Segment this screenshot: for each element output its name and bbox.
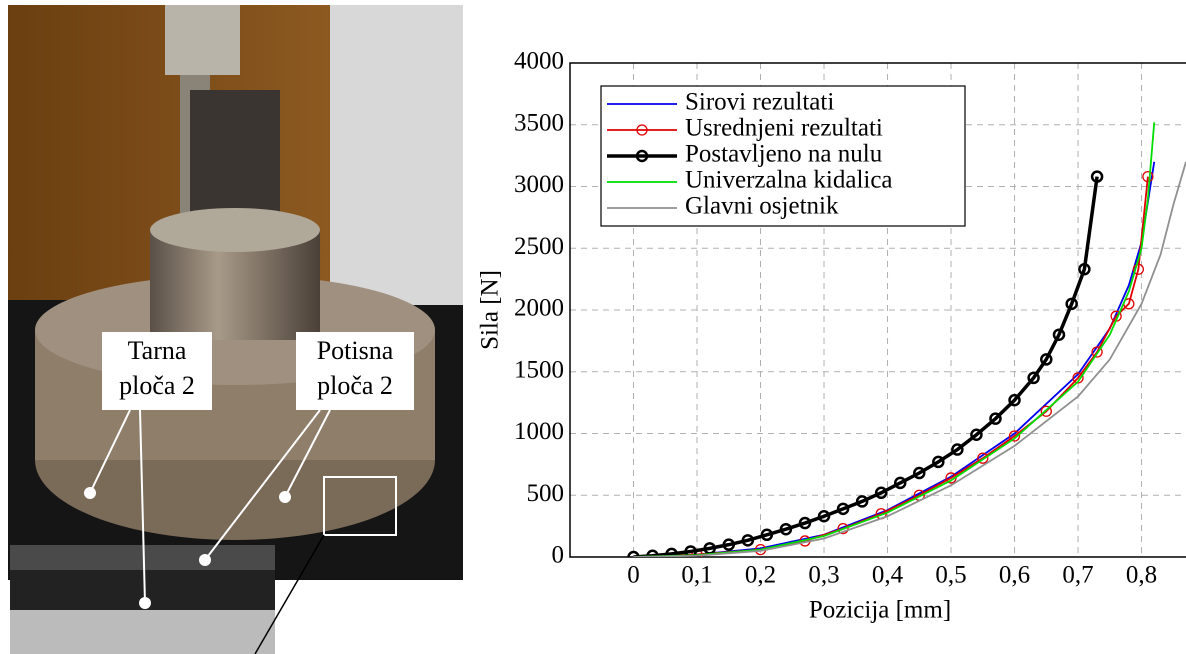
- y-tick-label: 3000: [514, 171, 564, 198]
- x-tick-label: 0,1: [681, 562, 712, 589]
- marker: [741, 534, 755, 547]
- marker: [1065, 297, 1078, 311]
- series-line: [633, 161, 1186, 557]
- marker: [1142, 170, 1154, 183]
- marker: [977, 452, 989, 464]
- x-tick-label: 0,7: [1062, 562, 1093, 589]
- marker: [722, 538, 736, 551]
- marker: [951, 443, 964, 456]
- marker: [1040, 405, 1052, 417]
- marker: [970, 428, 983, 441]
- y-tick-label: 0: [552, 542, 565, 569]
- marker: [1078, 262, 1091, 276]
- y-axis-label: Sila [N]: [477, 270, 504, 350]
- legend-label: Glavni osjetnik: [685, 193, 839, 220]
- marker: [1132, 263, 1145, 275]
- marker: [932, 455, 945, 469]
- x-tick-label: 0: [627, 562, 640, 589]
- plot-area: [627, 122, 1186, 557]
- y-tick-label: 1000: [514, 418, 564, 445]
- marker: [1008, 393, 1021, 407]
- series-line: [633, 122, 1156, 557]
- marker: [1040, 353, 1053, 366]
- marker: [798, 516, 812, 530]
- x-tick-label: 0,5: [935, 562, 966, 589]
- marker: [837, 522, 849, 535]
- series-line: [633, 161, 1156, 557]
- marker: [1091, 346, 1103, 358]
- y-tick-label: 4000: [514, 48, 564, 75]
- marker: [760, 528, 774, 542]
- legend-label: Postavljeno na nulu: [685, 141, 883, 168]
- marker: [893, 476, 907, 490]
- photo-label: ploča 2: [317, 371, 393, 400]
- series-line: [633, 176, 1099, 557]
- axis-frame: [569, 62, 1186, 558]
- marker: [817, 509, 831, 523]
- legend-label: Sirovi rezultati: [685, 89, 834, 116]
- marker: [665, 547, 678, 557]
- marker: [855, 495, 869, 508]
- marker: [874, 486, 888, 500]
- legend-marker: [635, 149, 649, 163]
- x-tick-label: 0,6: [999, 562, 1030, 589]
- marker: [1027, 371, 1040, 385]
- y-tick-label: 3500: [514, 109, 564, 136]
- legend-marker: [636, 124, 648, 136]
- photo-label: ploča 2: [119, 371, 195, 400]
- y-tick-label: 2000: [514, 295, 564, 322]
- marker: [1090, 170, 1104, 183]
- marker: [627, 550, 640, 557]
- marker: [836, 502, 850, 516]
- y-tick-label: 2500: [514, 233, 564, 260]
- marker: [779, 522, 793, 536]
- marker: [913, 466, 926, 480]
- y-tick-label: 1500: [514, 356, 564, 383]
- x-tick-label: 0,8: [1126, 562, 1157, 589]
- x-tick-label: 0,3: [808, 562, 839, 589]
- marker: [1072, 372, 1084, 384]
- series-line: [633, 176, 1149, 557]
- marker: [1008, 430, 1021, 442]
- x-tick-label: 0,2: [745, 562, 776, 589]
- marker: [1052, 328, 1066, 341]
- photo-label: Potisna: [317, 336, 394, 365]
- legend-label: Univerzalna kidalica: [685, 167, 893, 194]
- marker: [989, 412, 1002, 425]
- y-tick-label: 500: [527, 480, 565, 507]
- x-tick-label: 0,4: [872, 562, 904, 589]
- legend-label: Usrednjeni rezultati: [685, 115, 883, 142]
- x-axis-label: Pozicija [mm]: [809, 597, 951, 624]
- photo-label: Tarna: [128, 336, 187, 365]
- photo: Tarna ploča 2 Potisna ploča 2: [8, 5, 463, 654]
